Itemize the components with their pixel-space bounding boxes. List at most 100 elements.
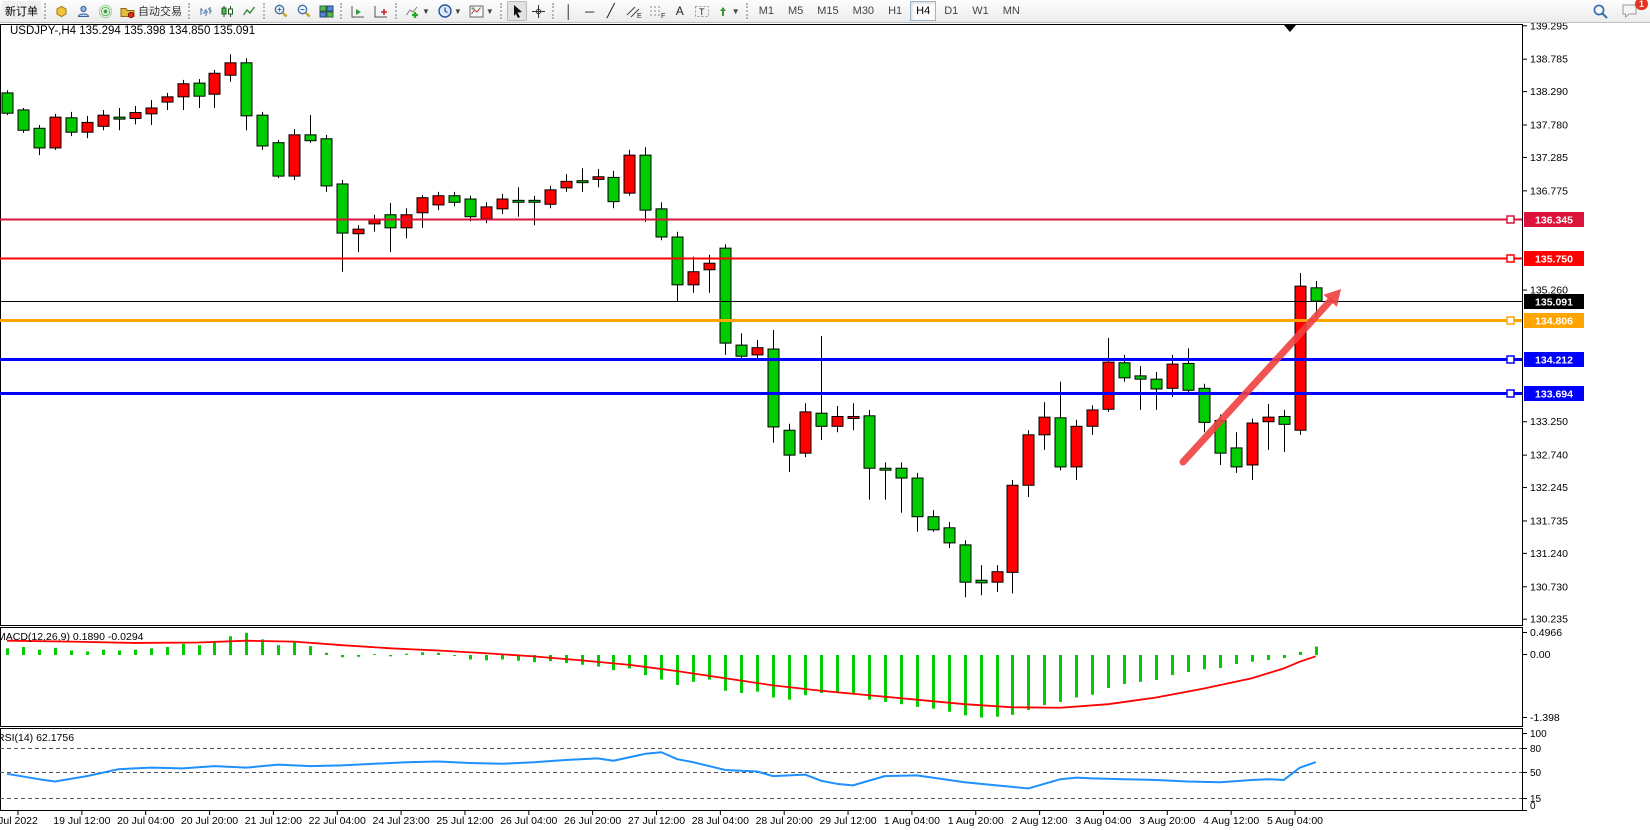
zoom-out-icon[interactable]: [293, 1, 315, 21]
periods-button[interactable]: ▼: [434, 1, 465, 21]
candle[interactable]: [1006, 480, 1019, 594]
candle[interactable]: [1022, 430, 1035, 498]
candle[interactable]: [496, 193, 509, 215]
timeframe-m5[interactable]: M5: [787, 5, 804, 17]
candle[interactable]: [145, 100, 158, 126]
candle[interactable]: [639, 147, 652, 222]
candle[interactable]: [1294, 273, 1307, 435]
timeframe-d1[interactable]: D1: [944, 5, 959, 17]
timeframe-m30[interactable]: M30: [852, 5, 875, 17]
candle[interactable]: [735, 333, 748, 361]
candle[interactable]: [129, 106, 142, 125]
candle[interactable]: [432, 191, 445, 211]
text-tool[interactable]: A: [675, 4, 684, 18]
candle[interactable]: [1262, 404, 1275, 450]
bar-chart-icon[interactable]: [195, 1, 216, 21]
candle[interactable]: [81, 115, 94, 139]
candle[interactable]: [975, 565, 988, 596]
candle[interactable]: [416, 195, 429, 228]
candle[interactable]: [703, 254, 716, 293]
candle[interactable]: [384, 202, 397, 253]
trendline-tool[interactable]: ╱: [606, 3, 615, 18]
macd-panel[interactable]: [0, 627, 1523, 727]
candle[interactable]: [288, 128, 301, 181]
candle[interactable]: [623, 149, 636, 196]
candle[interactable]: [815, 335, 828, 441]
candle[interactable]: [352, 225, 365, 253]
candle[interactable]: [320, 134, 333, 192]
line-handle[interactable]: [1506, 389, 1515, 398]
main-panel[interactable]: [0, 24, 1523, 626]
candle[interactable]: [1, 90, 14, 116]
timeframe-m15[interactable]: M15: [817, 5, 839, 17]
candle[interactable]: [1198, 383, 1211, 433]
candle[interactable]: [655, 202, 668, 241]
line-handle[interactable]: [1506, 355, 1515, 364]
crosshair-tool[interactable]: [528, 1, 549, 21]
candle[interactable]: [943, 521, 956, 549]
candle[interactable]: [751, 339, 764, 359]
candle[interactable]: [1038, 402, 1051, 450]
candle[interactable]: [879, 462, 892, 500]
zoom-in-icon[interactable]: [270, 1, 292, 21]
timeframe-h4[interactable]: H4: [910, 1, 937, 21]
line-handle[interactable]: [1506, 316, 1515, 325]
line-handle[interactable]: [1506, 254, 1515, 263]
candle[interactable]: [1054, 381, 1067, 471]
candle[interactable]: [1182, 348, 1195, 395]
equidistant-channel-tool[interactable]: E: [622, 1, 645, 21]
horizontal-line-tool[interactable]: ─: [585, 3, 595, 19]
candle[interactable]: [767, 330, 780, 443]
candle[interactable]: [1278, 409, 1291, 452]
candle[interactable]: [576, 168, 589, 192]
candle[interactable]: [1166, 354, 1179, 397]
candle[interactable]: [240, 58, 253, 131]
candle[interactable]: [719, 244, 732, 355]
candle[interactable]: [687, 256, 700, 293]
fibonacci-tool[interactable]: F: [646, 1, 669, 21]
candle[interactable]: [193, 79, 206, 108]
navigator-icon[interactable]: [73, 1, 94, 21]
trend-arrow[interactable]: [1179, 297, 1334, 466]
candle[interactable]: [208, 69, 221, 108]
candle[interactable]: [544, 185, 557, 209]
candle[interactable]: [65, 111, 78, 137]
candle[interactable]: [863, 409, 876, 500]
timeframe-mn[interactable]: MN: [1002, 5, 1020, 17]
candle[interactable]: [991, 565, 1004, 593]
candle[interactable]: [1134, 366, 1147, 410]
candle[interactable]: [799, 403, 812, 458]
tile-windows-icon[interactable]: [316, 1, 337, 21]
candle[interactable]: [1150, 371, 1163, 410]
new-order-button[interactable]: 新订单: [2, 1, 41, 21]
candle[interactable]: [1246, 418, 1259, 481]
candle[interactable]: [224, 54, 237, 82]
candle[interactable]: [272, 140, 285, 179]
trend-arrow-head[interactable]: [1323, 289, 1341, 307]
candle[interactable]: [512, 187, 525, 217]
candle[interactable]: [831, 406, 844, 433]
candle[interactable]: [671, 231, 684, 302]
auto-scroll-icon[interactable]: [347, 1, 369, 21]
timeframe-w1[interactable]: W1: [972, 5, 989, 17]
cursor-tool[interactable]: [506, 1, 527, 21]
candle[interactable]: [161, 92, 174, 110]
candle[interactable]: [336, 180, 349, 272]
timeframe-h1[interactable]: H1: [888, 5, 903, 17]
candle[interactable]: [177, 79, 190, 110]
line-handle[interactable]: [1506, 215, 1515, 224]
market-watch-icon[interactable]: [51, 1, 72, 21]
candle[interactable]: [1102, 337, 1115, 412]
candle[interactable]: [1070, 419, 1083, 481]
candle[interactable]: [783, 423, 796, 473]
candle[interactable]: [927, 510, 940, 532]
candle[interactable]: [448, 191, 461, 207]
vertical-line-tool[interactable]: │: [564, 3, 573, 19]
timeframe-m1[interactable]: M1: [758, 5, 774, 17]
candle[interactable]: [895, 462, 908, 513]
candle[interactable]: [33, 125, 46, 156]
candle[interactable]: [959, 540, 972, 598]
text-label-tool[interactable]: T: [691, 1, 713, 21]
auto-trading-button[interactable]: 自动交易: [117, 1, 185, 21]
